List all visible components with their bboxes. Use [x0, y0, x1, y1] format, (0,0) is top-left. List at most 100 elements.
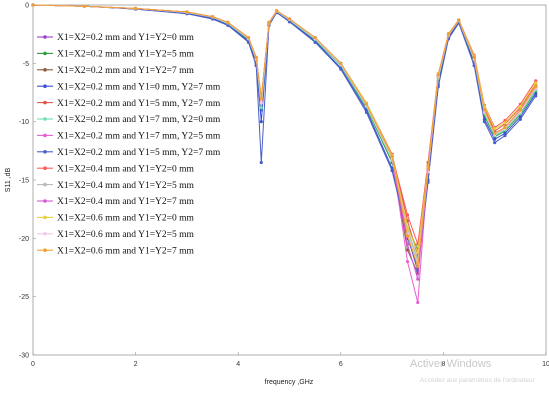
legend-label: X1=X2=0.2 mm and Y1=Y2=7 mm: [57, 66, 195, 76]
y-tick-label: -10: [19, 119, 29, 126]
data-point: [339, 67, 343, 71]
legend-item: X1=X2=0.6 mm and Y1=Y2=0 mm: [37, 214, 195, 224]
data-point: [339, 61, 343, 65]
legend-swatch-marker: [43, 68, 47, 72]
series-line: [32, 4, 537, 272]
data-point: [246, 36, 251, 40]
data-point: [259, 96, 263, 100]
data-point: [493, 131, 497, 135]
legend-item: X1=X2=0.2 mm and Y1=5 mm, Y2=7 mm: [37, 99, 221, 109]
legend-item: X1=X2=0.6 mm and Y1=Y2=5 mm: [37, 230, 195, 240]
data-point: [503, 125, 507, 130]
y-tick-label: -25: [19, 294, 29, 301]
legend-swatch-marker: [43, 199, 47, 203]
legend-label: X1=X2=0.4 mm and Y1=Y2=5 mm: [57, 181, 195, 191]
x-axis-label: frequency ,GHz: [265, 379, 314, 386]
data-point: [226, 23, 230, 28]
y-tick-label: -30: [19, 353, 29, 360]
watermark-settings-hint: Accédez aux paramètres de l'ordinateur: [420, 377, 536, 384]
data-point: [534, 81, 538, 85]
data-point: [426, 166, 430, 170]
data-point: [313, 40, 317, 44]
legend-item: X1=X2=0.2 mm and Y1=Y2=0 mm: [37, 33, 195, 43]
data-point: [534, 79, 538, 83]
legend-label: X1=X2=0.6 mm and Y1=Y2=5 mm: [57, 230, 195, 240]
data-point: [503, 131, 507, 135]
data-point: [210, 15, 215, 19]
plot-area: [31, 3, 547, 356]
data-point: [259, 106, 263, 110]
data-point: [364, 110, 369, 114]
data-point: [436, 73, 440, 77]
x-tick-label: 8: [441, 361, 445, 368]
legend-label: X1=X2=0.2 mm and Y1=7 mm, Y2=0 mm: [57, 115, 221, 125]
legend-swatch-marker: [43, 248, 47, 252]
data-point: [457, 18, 461, 22]
data-point: [503, 134, 507, 138]
x-tick-label: 6: [339, 361, 343, 368]
legend-item: X1=X2=0.2 mm and Y1=5 mm, Y2=7 mm: [37, 148, 221, 158]
legend-swatch-marker: [43, 182, 47, 187]
data-point: [313, 36, 317, 40]
data-point: [503, 121, 507, 125]
data-point: [416, 300, 420, 305]
data-point: [493, 141, 497, 145]
x-tick-label: 2: [134, 361, 138, 368]
legend-swatch-marker: [43, 215, 47, 220]
legend-label: X1=X2=0.2 mm and Y1=7 mm, Y2=5 mm: [57, 132, 221, 142]
legend: X1=X2=0.2 mm and Y1=Y2=0 mm X1=X2=0.2 mm …: [37, 33, 221, 256]
data-point: [416, 277, 420, 281]
series-14: [31, 3, 538, 268]
legend-item: X1=X2=0.4 mm and Y1=Y2=0 mm: [37, 164, 195, 174]
legend-swatch-marker: [43, 51, 47, 56]
legend-swatch-marker: [43, 150, 47, 154]
legend-item: X1=X2=0.2 mm and Y1=Y2=7 mm: [37, 66, 195, 76]
data-point: [405, 234, 410, 238]
series-layer: [31, 3, 538, 305]
legend-swatch-marker: [43, 35, 47, 39]
data-point: [259, 101, 263, 105]
legend-item: X1=X2=0.2 mm and Y1=0 mm, Y2=7 mm: [37, 82, 221, 92]
data-point: [267, 20, 271, 25]
legend-label: X1=X2=0.6 mm and Y1=Y2=7 mm: [57, 246, 195, 256]
data-point: [534, 85, 538, 89]
y-tick-label: 0: [25, 3, 29, 10]
legend-item: X1=X2=0.2 mm and Y1=Y2=5 mm: [37, 50, 195, 60]
data-point: [405, 242, 410, 246]
legend-item: X1=X2=0.2 mm and Y1=7 mm, Y2=0 mm: [37, 115, 221, 125]
legend-label: X1=X2=0.2 mm and Y1=Y2=5 mm: [57, 50, 195, 60]
y-tick-label: -5: [23, 61, 29, 68]
data-point: [259, 120, 263, 124]
data-point: [390, 155, 394, 159]
legend-swatch-marker: [43, 84, 47, 88]
x-tick-label: 4: [236, 361, 240, 368]
data-point: [259, 160, 263, 165]
y-tick-label: -20: [19, 236, 29, 243]
data-point: [482, 108, 487, 112]
legend-label: X1=X2=0.2 mm and Y1=5 mm, Y2=7 mm: [57, 148, 221, 158]
data-point: [226, 20, 230, 25]
y-tick-label: -15: [19, 178, 29, 185]
data-point: [405, 213, 410, 217]
data-point: [82, 4, 86, 8]
data-point: [518, 108, 522, 112]
x-tick-label: 0: [31, 361, 35, 368]
data-point: [534, 92, 538, 96]
y-axis-ticks: 0 -5 -10 -15 -20 -25 -30: [19, 3, 36, 360]
data-point: [287, 20, 292, 24]
data-point: [390, 169, 394, 173]
x-tick-label: 10: [542, 361, 549, 368]
data-point: [405, 260, 410, 264]
data-point: [364, 102, 369, 106]
legend-item: X1=X2=0.4 mm and Y1=Y2=5 mm: [37, 181, 195, 191]
data-point: [405, 248, 410, 252]
legend-swatch-marker: [43, 133, 47, 138]
data-point: [446, 32, 451, 36]
y-axis-label: S11 ,dB: [5, 167, 12, 192]
data-point: [493, 127, 497, 131]
watermark-activate-windows: Activer Windows: [410, 358, 492, 370]
data-point: [518, 104, 522, 109]
data-point: [134, 6, 138, 11]
